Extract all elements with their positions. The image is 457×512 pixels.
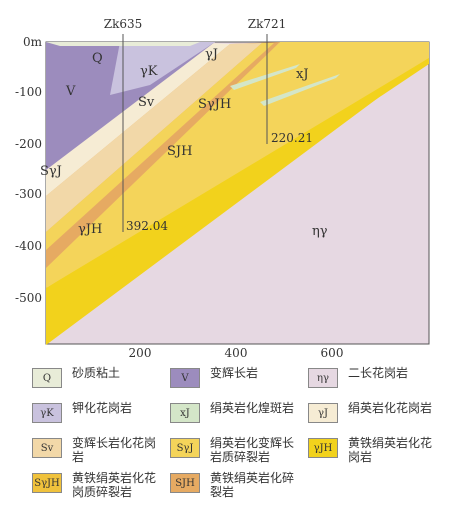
legend-label-sv: 变辉长岩化花岗岩 [72,436,157,464]
unit-q: Q [92,51,103,66]
band-v [46,42,215,170]
legend-swatch-gamma-jh: γJH [308,438,338,458]
legend-swatch-gamma-k: γK [32,403,62,423]
legend-item-gamma-j: γJ 绢英岩化花岗岩 [308,401,446,434]
legend-swatch-gamma-j: γJ [308,403,338,423]
legend-label-s-gamma-jh: 黄铁绢英岩化花岗质碎裂岩 [72,471,157,499]
legend-swatch-s-gamma-j: SγJ [170,438,200,458]
zk721-depth: 220.21 [271,131,313,145]
legend-label-eta-gamma: 二长花岗岩 [348,366,409,380]
legend-label-q: 砂质粘土 [72,366,121,380]
x-tick-200: 200 [129,346,152,360]
band-gamma-j [46,43,230,196]
unit-v: V [65,84,76,99]
y-tick-400: -400 [15,239,42,253]
borehole-zk635-label: Zk635 [104,17,143,31]
y-tick-100: -100 [15,85,42,99]
borehole-zk721-label: Zk721 [248,17,287,31]
band-sjh [46,42,280,268]
legend: Q 砂质粘土 V 变辉长岩 ηγ 二长花岗岩 γK 钾化花岗岩 xJ 绢英岩化煌… [32,366,447,506]
legend-item-eta-gamma: ηγ 二长花岗岩 [308,366,446,399]
unit-s-gamma-jh: SγJH [198,97,231,112]
unit-s-gamma-j: SγJ [40,164,62,179]
band-xj [230,64,300,90]
legend-item-sjh: SJH 黄铁绢英岩化碎裂岩 [170,471,308,504]
legend-label-gamma-jh: 黄铁绢英岩化花岗岩 [348,436,433,464]
x-tick-600: 600 [321,346,344,360]
y-tick-200: -200 [15,137,42,151]
legend-swatch-xj: xJ [170,403,200,423]
legend-item-gamma-k: γK 钾化花岗岩 [32,401,170,434]
legend-swatch-sjh: SJH [170,473,200,493]
legend-label-xj: 绢英岩化煌斑岩 [210,401,295,415]
legend-label-s-gamma-j: 绢英岩化变辉长岩质碎裂岩 [210,436,295,464]
y-tick-300: -300 [15,187,42,201]
y-tick-500: -500 [15,291,42,305]
legend-swatch-v: V [170,368,200,388]
unit-sjh: SJH [167,144,192,159]
legend-row-4: SγJH 黄铁绢英岩化花岗质碎裂岩 SJH 黄铁绢英岩化碎裂岩 [32,471,447,504]
legend-swatch-eta-gamma: ηγ [308,368,338,388]
unit-eta-gamma: ηγ [312,224,328,239]
legend-item-sv: Sv 变辉长岩化花岗岩 [32,436,170,469]
geologic-cross-section: Zk635 Zk721 392.04 220.21 0m -100 -200 -… [15,17,430,360]
legend-swatch-q: Q [32,368,62,388]
band-gamma-jh-lower [46,58,429,320]
legend-item-s-gamma-jh: SγJH 黄铁绢英岩化花岗质碎裂岩 [32,471,170,504]
unit-xj: xJ [296,67,309,82]
unit-gamma-j: γJ [205,47,218,62]
unit-gamma-k: γK [140,64,158,79]
unit-gamma-jh: γJH [78,222,102,237]
legend-row-2: γK 钾化花岗岩 xJ 绢英岩化煌斑岩 γJ 绢英岩化花岗岩 [32,401,447,434]
x-tick-400: 400 [225,346,248,360]
band-gamma-k [110,42,215,95]
band-xj-2 [260,74,340,106]
legend-label-gamma-j: 绢英岩化花岗岩 [348,401,433,415]
band-s-gamma-j-2 [46,43,274,250]
legend-row-1: Q 砂质粘土 V 变辉长岩 ηγ 二长花岗岩 [32,366,447,399]
legend-swatch-sv: Sv [32,438,62,458]
legend-swatch-s-gamma-jh: SγJH [32,473,62,493]
legend-row-3: Sv 变辉长岩化花岗岩 SγJ 绢英岩化变辉长岩质碎裂岩 γJH 黄铁绢英岩化花… [32,436,447,469]
legend-item-s-gamma-j: SγJ 绢英岩化变辉长岩质碎裂岩 [170,436,308,469]
legend-label-sjh: 黄铁绢英岩化碎裂岩 [210,471,295,499]
legend-item-v: V 变辉长岩 [170,366,308,399]
y-unit-label: 0m [23,35,43,49]
band-s-gamma-j [46,42,429,288]
zk635-depth: 392.04 [126,219,168,233]
legend-item-xj: xJ 绢英岩化煌斑岩 [170,401,308,434]
legend-label-v: 变辉长岩 [210,366,259,380]
legend-item-q: Q 砂质粘土 [32,366,170,399]
legend-label-gamma-k: 钾化花岗岩 [72,401,133,415]
unit-sv: Sv [138,95,155,110]
legend-item-gamma-jh: γJH 黄铁绢英岩化花岗岩 [308,436,446,469]
